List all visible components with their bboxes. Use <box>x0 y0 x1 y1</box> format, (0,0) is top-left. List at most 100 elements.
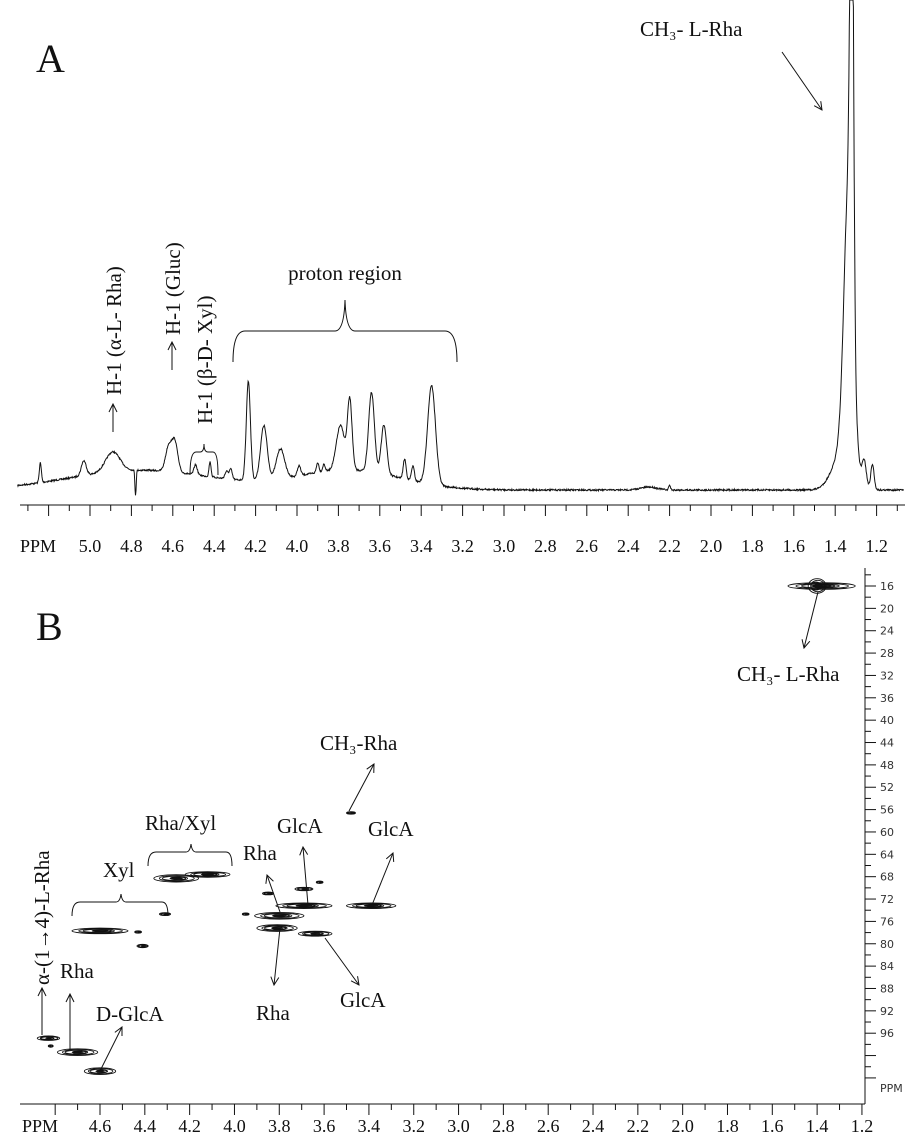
y-tick-label: 36 <box>880 692 894 705</box>
contour-core <box>271 914 287 917</box>
x-tick-label: 1.6 <box>761 1116 784 1136</box>
arrow-ch3-rha <box>348 764 374 812</box>
x-axis-label: PPM <box>22 1116 58 1136</box>
cross-peak <box>262 891 275 896</box>
cross-peak <box>136 943 149 949</box>
annotation-glca-3: GlcA <box>340 988 386 1012</box>
contour-core <box>363 904 379 907</box>
contour-level <box>346 902 397 909</box>
y-axis-label: PPM <box>880 1082 903 1095</box>
contour-level <box>153 874 200 883</box>
contour-level <box>158 875 195 882</box>
x-tick-label: 1.2 <box>865 536 888 556</box>
annotation-h1-rha: H-1 (α-L- Rha) <box>102 266 126 395</box>
contour-level <box>807 578 827 594</box>
cross-peak <box>36 1035 61 1041</box>
contour-level <box>275 902 333 909</box>
annotation-glca-1: GlcA <box>277 814 323 838</box>
spectrum-trace <box>17 0 904 496</box>
y-tick-label: 16 <box>880 580 894 593</box>
y-tick-label: 20 <box>880 602 894 615</box>
annotation-rha-upper: Rha <box>243 841 278 865</box>
y-tick-label: 76 <box>880 915 894 928</box>
annotation-ch3-l-rha: CH₃- L-Rha <box>640 17 743 41</box>
contour-level <box>161 875 188 881</box>
contour-level <box>64 1049 89 1055</box>
contour-core <box>295 904 313 907</box>
contour-level <box>56 1048 99 1057</box>
contour-level <box>190 871 227 878</box>
contour-level <box>160 912 168 916</box>
x-tick-label: 4.4 <box>134 1116 157 1136</box>
x-tick-label: 4.6 <box>89 1116 112 1136</box>
x-tick-label: 2.0 <box>671 1116 694 1136</box>
contour-level <box>137 944 145 948</box>
contour-level <box>254 912 305 920</box>
contour-core <box>45 1037 52 1039</box>
contour-core <box>71 1051 84 1054</box>
x-tick-label: 4.8 <box>120 536 143 556</box>
annotation-proton-region: proton region <box>288 261 402 285</box>
y-tick-label: 64 <box>880 848 894 861</box>
y-tick-label: 60 <box>880 826 894 839</box>
contour-level <box>39 1036 59 1041</box>
y-tick-label: 72 <box>880 893 894 906</box>
cross-peak <box>184 871 231 878</box>
x-tick-label: 3.8 <box>327 536 350 556</box>
cross-peak <box>297 930 333 937</box>
contour-core <box>318 881 321 883</box>
y-tick-label: 68 <box>880 871 894 884</box>
annotation-ch3-l-rha: CH₃- L-Rha <box>737 662 840 686</box>
cross-peak <box>83 1067 117 1076</box>
x-tick-label: 4.6 <box>162 536 185 556</box>
x-tick-label: 3.0 <box>493 536 516 556</box>
contour-level <box>286 903 319 908</box>
cross-peak <box>71 927 129 935</box>
contour-level <box>304 931 324 936</box>
x-tick-label: 4.2 <box>178 1116 201 1136</box>
contour-level <box>36 1035 61 1041</box>
contour-level <box>89 1068 109 1074</box>
cross-peak <box>256 924 298 932</box>
y-tick-label: 52 <box>880 781 894 794</box>
y-tick-label: 88 <box>880 982 894 995</box>
arrow-rha-upper <box>267 875 281 913</box>
cross-peak <box>241 912 250 916</box>
arrow-glca-3 <box>324 937 359 985</box>
contour-core <box>95 1070 105 1073</box>
x-tick-label: 1.8 <box>716 1116 739 1136</box>
x-tick-label: 4.4 <box>203 536 226 556</box>
annotation-xyl: Xyl <box>103 858 135 882</box>
contour-core <box>50 1045 52 1047</box>
arrow-d-glca <box>99 1027 122 1072</box>
x-tick-label: 2.2 <box>627 1116 650 1136</box>
y-tick-label: 28 <box>880 647 894 660</box>
annotation-rha-lower: Rha <box>256 1001 291 1025</box>
contour-core <box>137 931 140 933</box>
contour-level <box>82 928 115 933</box>
arrow-rha-lower <box>274 927 281 985</box>
y-tick-label: 96 <box>880 1027 894 1040</box>
x-tick-label: 2.6 <box>537 1116 560 1136</box>
cross-peak <box>134 930 142 934</box>
cross-peak <box>315 880 324 884</box>
y-tick-label: 48 <box>880 759 894 772</box>
contour-core <box>349 812 353 814</box>
x-tick-label: 2.8 <box>492 1116 515 1136</box>
x-tick-label: 3.2 <box>451 536 474 556</box>
contour-core <box>169 877 183 880</box>
contour-level <box>256 924 298 932</box>
arrow-ch3-l-rha <box>804 591 819 648</box>
bracket-h1-xyl <box>189 443 219 476</box>
annotation-glca-2: GlcA <box>368 817 414 841</box>
cross-peak <box>275 902 333 909</box>
contour-core <box>200 873 215 876</box>
contour-level <box>282 903 327 909</box>
contour-level <box>297 930 333 937</box>
x-tick-label: 3.4 <box>358 1116 381 1136</box>
contour-level <box>138 944 148 948</box>
y-tick-label: 84 <box>880 960 894 973</box>
x-tick-label: 4.2 <box>244 536 267 556</box>
x-tick-label: 2.0 <box>700 536 723 556</box>
